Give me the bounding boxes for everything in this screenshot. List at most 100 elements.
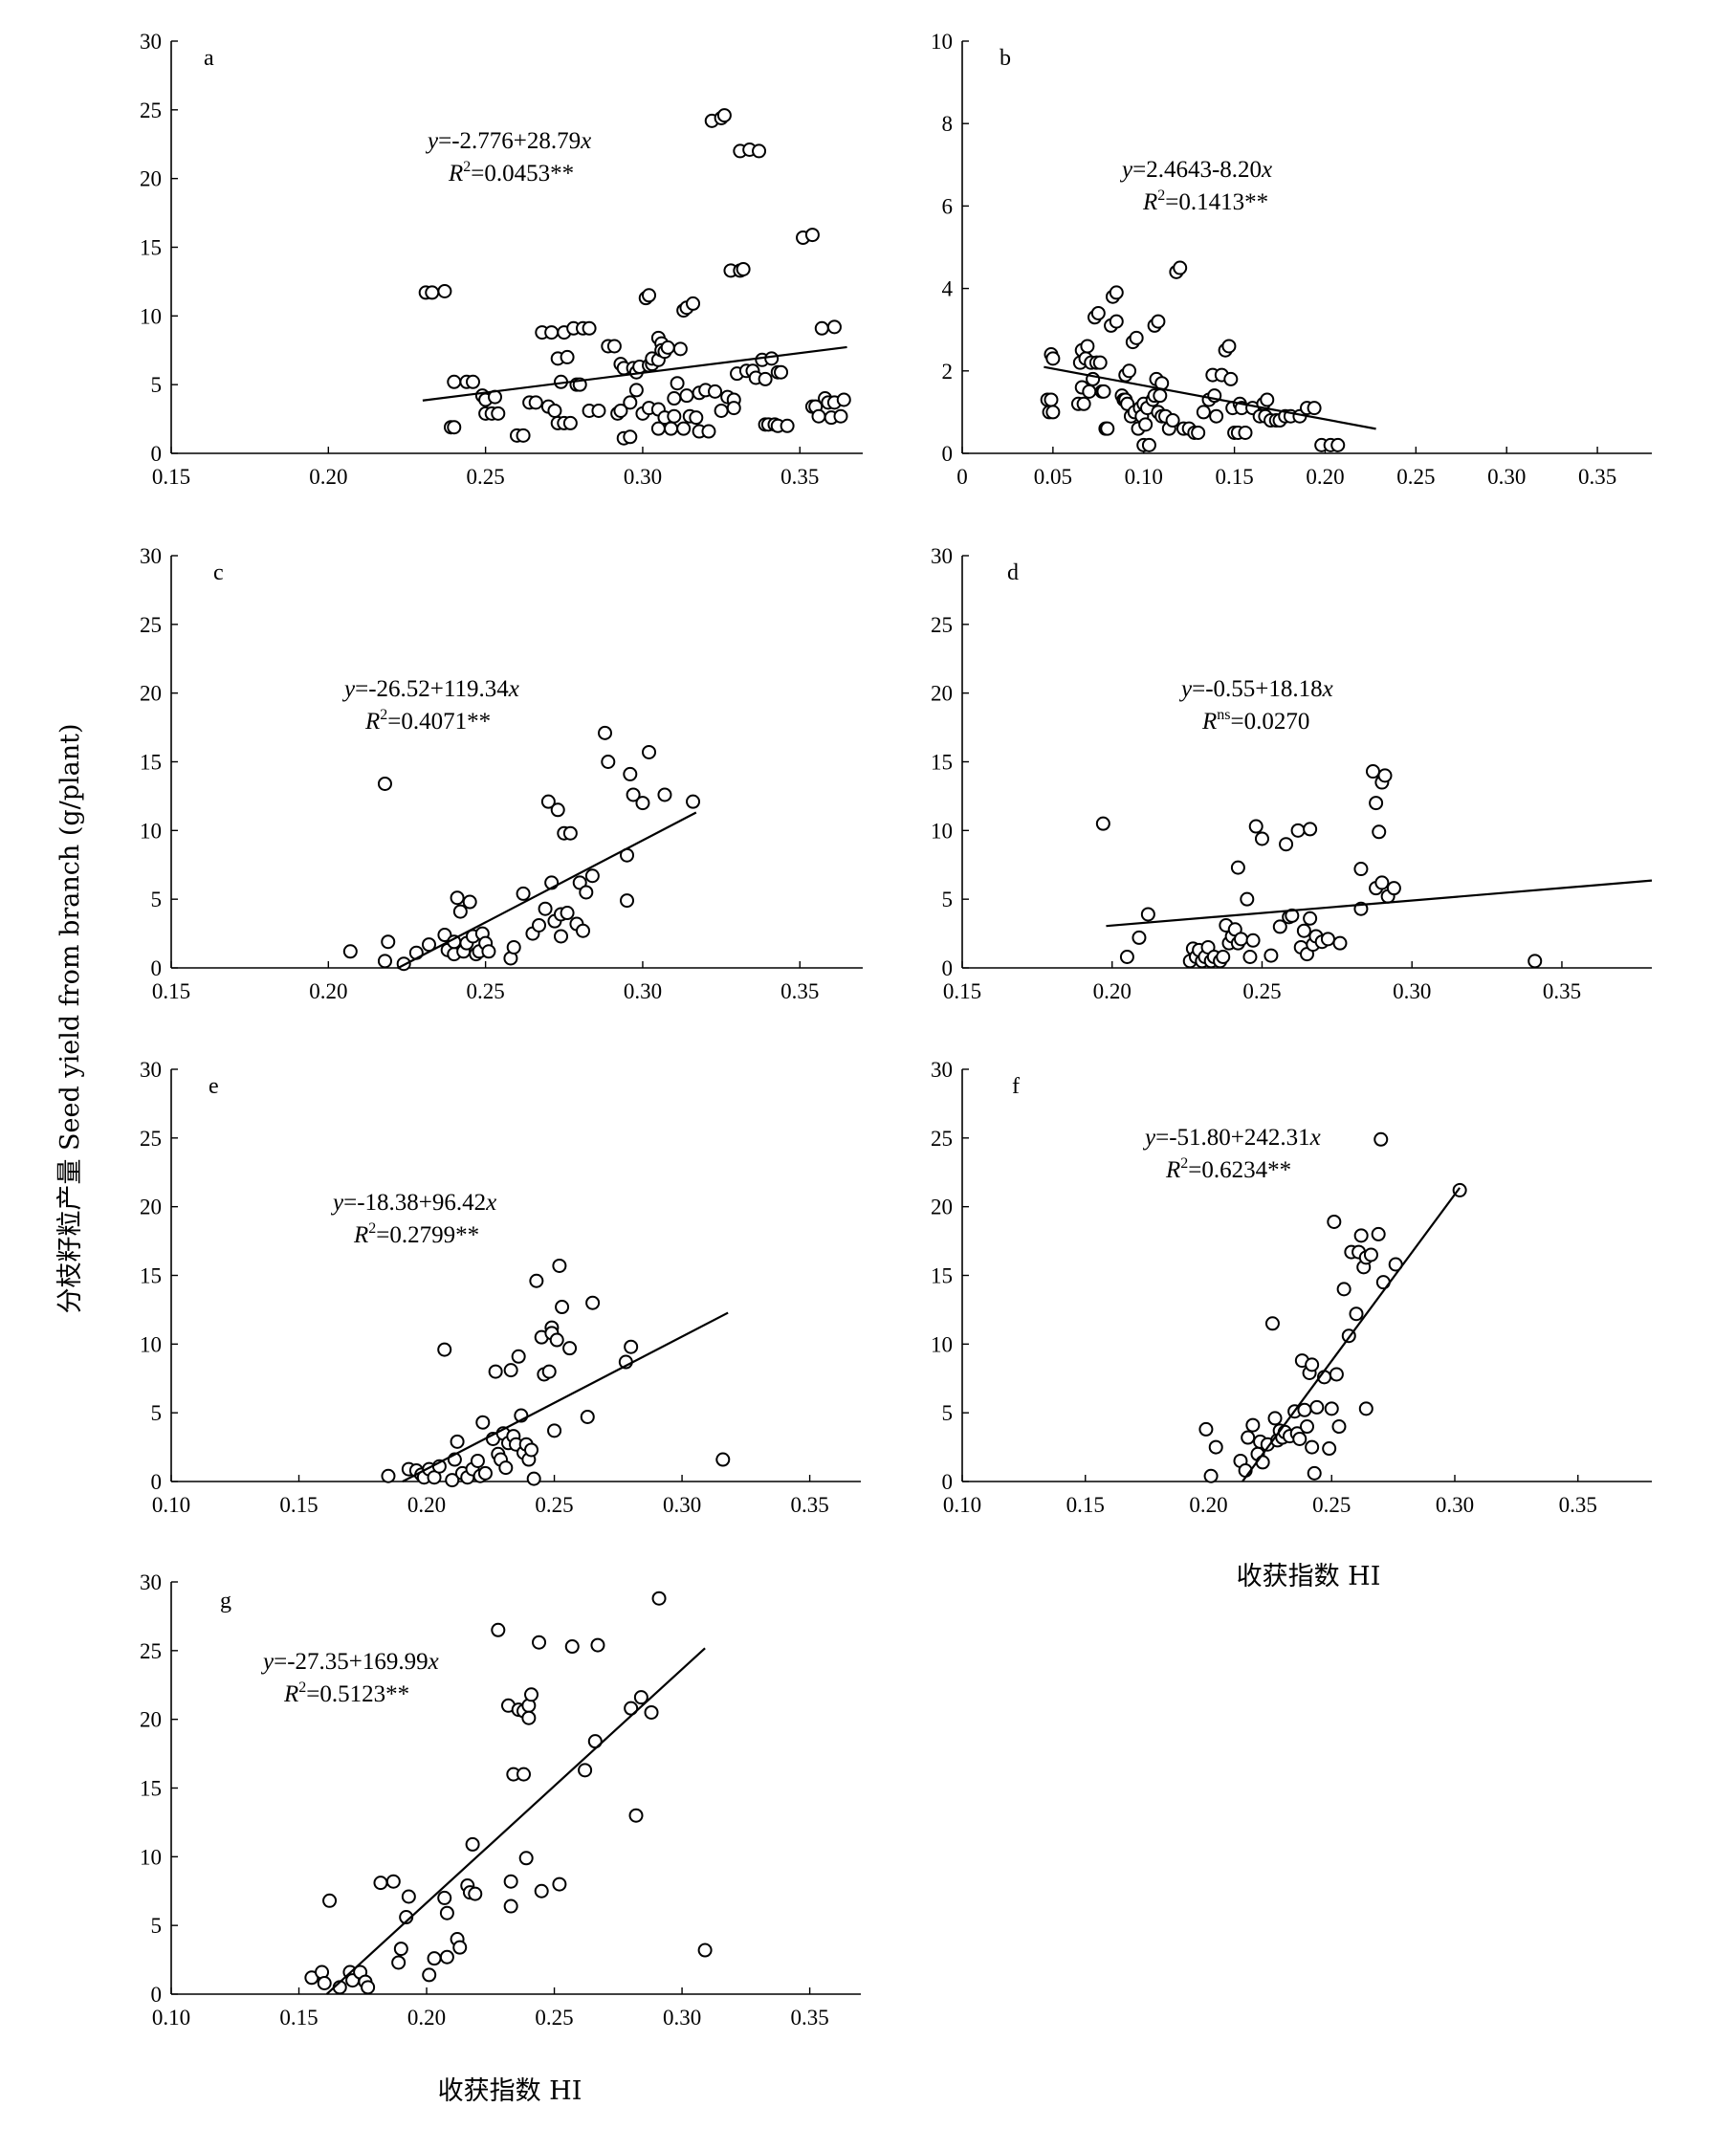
regression-equation-e: y=-18.38+96.42x	[330, 1190, 496, 1216]
x-tick-label-b: 0	[956, 465, 968, 489]
data-point-c	[623, 766, 638, 781]
data-point-a	[528, 395, 543, 410]
data-point-a	[811, 408, 826, 424]
data-point-c	[516, 886, 531, 901]
data-point-c	[601, 755, 616, 769]
x-tick-label-c: 0.20	[309, 979, 347, 1003]
data-point-c	[381, 934, 396, 950]
data-point-e	[526, 1471, 541, 1486]
data-point-a	[606, 339, 622, 354]
panel-letter-c: c	[213, 560, 224, 585]
data-point-a	[642, 288, 657, 303]
data-point-g	[373, 1876, 388, 1891]
y-tick-label-c: 5	[151, 888, 163, 911]
x-tick-label-c: 0.30	[624, 979, 662, 1003]
panel-f: 0 5 10 15 20 25 30 0.10 0.15 0.20 0.25 0.30 0.35 f y=-…	[931, 1058, 1652, 1517]
data-point-d	[1245, 933, 1261, 948]
y-tick-label-e: 0	[151, 1470, 163, 1494]
data-point-c	[642, 744, 657, 759]
panel-b: 0 2 4 6 8 10 0 0.05 0.10 0.15 0.20 0.25 0.30 0.35 b y=2…	[931, 30, 1652, 489]
data-point-g	[503, 1899, 518, 1914]
data-point-e	[524, 1442, 539, 1458]
data-point-e	[580, 1409, 595, 1424]
x-tick-label-e: 0.30	[663, 1493, 701, 1517]
data-point-c	[452, 904, 468, 919]
data-point-d	[1386, 881, 1401, 896]
r-squared-d: Rns=0.0270	[1201, 707, 1309, 735]
panel-e: 0 5 10 15 20 25 30 0.10 0.15 0.20 0.25 0.30 0.35 e y=-…	[140, 1058, 861, 1517]
data-point-d	[1234, 932, 1249, 947]
data-point-a	[623, 395, 638, 410]
data-point-g	[651, 1591, 667, 1606]
x-tick-label-e: 0.15	[279, 1493, 318, 1517]
data-point-c	[686, 794, 701, 809]
y-tick-label-g: 0	[151, 1983, 163, 2007]
data-point-d	[1303, 822, 1318, 837]
data-point-e	[547, 1423, 562, 1438]
data-point-b	[1109, 314, 1124, 329]
data-point-c	[450, 890, 465, 906]
data-point-f	[1307, 1465, 1322, 1481]
data-point-g	[633, 1690, 648, 1705]
r-squared-g: R2=0.5123**	[283, 1679, 409, 1707]
x-tick-label-d: 0.15	[943, 979, 981, 1003]
data-point-b	[1153, 388, 1168, 404]
data-point-d	[1377, 768, 1393, 783]
data-point-f	[1349, 1306, 1364, 1322]
data-point-e	[541, 1364, 557, 1379]
x-tick-label-c: 0.15	[152, 979, 190, 1003]
y-tick-label-g: 15	[140, 1777, 162, 1801]
data-point-a	[804, 228, 820, 243]
x-tick-label-f: 0.15	[1066, 1493, 1105, 1517]
data-point-e	[475, 1415, 491, 1430]
data-point-g	[317, 1976, 332, 1991]
data-point-a	[425, 285, 440, 300]
x-tick-label-c: 0.25	[467, 979, 505, 1003]
data-point-b	[1191, 425, 1206, 440]
data-point-b	[1090, 305, 1106, 320]
y-tick-label-g: 20	[140, 1708, 162, 1732]
x-tick-label-b: 0.15	[1215, 465, 1253, 489]
data-point-g	[697, 1942, 713, 1958]
data-point-f	[1255, 1455, 1270, 1470]
data-point-b	[1141, 437, 1156, 452]
x-tick-label-d: 0.35	[1543, 979, 1581, 1003]
y-tick-label-e: 5	[151, 1401, 163, 1425]
data-point-a	[465, 374, 480, 389]
y-axis-label: 分枝籽粒产量 Seed yield from branch (g/plant)	[55, 723, 85, 1313]
data-point-b	[1129, 330, 1144, 345]
regression-line-d	[1106, 879, 1653, 928]
x-tick-label-f: 0.10	[943, 1493, 981, 1517]
y-tick-label-g: 10	[140, 1845, 162, 1869]
data-point-b	[1151, 314, 1166, 329]
data-point-a	[562, 415, 578, 430]
data-point-c	[657, 787, 672, 802]
data-point-g	[437, 1890, 452, 1905]
data-point-c	[554, 929, 569, 944]
data-point-b	[1165, 413, 1180, 428]
data-point-f	[1327, 1214, 1342, 1229]
x-tick-label-c: 0.35	[780, 979, 819, 1003]
data-point-f	[1203, 1468, 1219, 1483]
data-point-f	[1324, 1401, 1339, 1416]
data-point-g	[422, 1967, 437, 1983]
data-point-g	[452, 1940, 468, 1955]
data-point-b	[1100, 421, 1115, 436]
y-tick-label-a: 5	[151, 373, 163, 397]
y-tick-label-a: 25	[140, 99, 162, 122]
data-point-e	[381, 1468, 396, 1483]
y-tick-label-f: 25	[931, 1127, 953, 1151]
data-point-g	[628, 1808, 644, 1823]
data-point-d	[1303, 911, 1318, 926]
data-point-d	[1296, 923, 1311, 938]
y-tick-label-a: 10	[140, 304, 162, 328]
data-point-b	[1109, 285, 1124, 300]
y-tick-label-e: 20	[140, 1196, 162, 1219]
y-tick-label-e: 10	[140, 1332, 162, 1356]
data-point-a	[714, 403, 729, 418]
x-tick-label-e: 0.35	[790, 1493, 828, 1517]
panel-a: 0 5 10 15 20 25 30 0.15 0.20 0.25 0.30 0.35 a y=-2.77…	[140, 30, 863, 489]
data-point-d	[1290, 823, 1306, 838]
panel-c: 0 5 10 15 20 25 30 0.15 0.20 0.25 0.30 0.35 c y=-26.5…	[140, 544, 863, 1003]
